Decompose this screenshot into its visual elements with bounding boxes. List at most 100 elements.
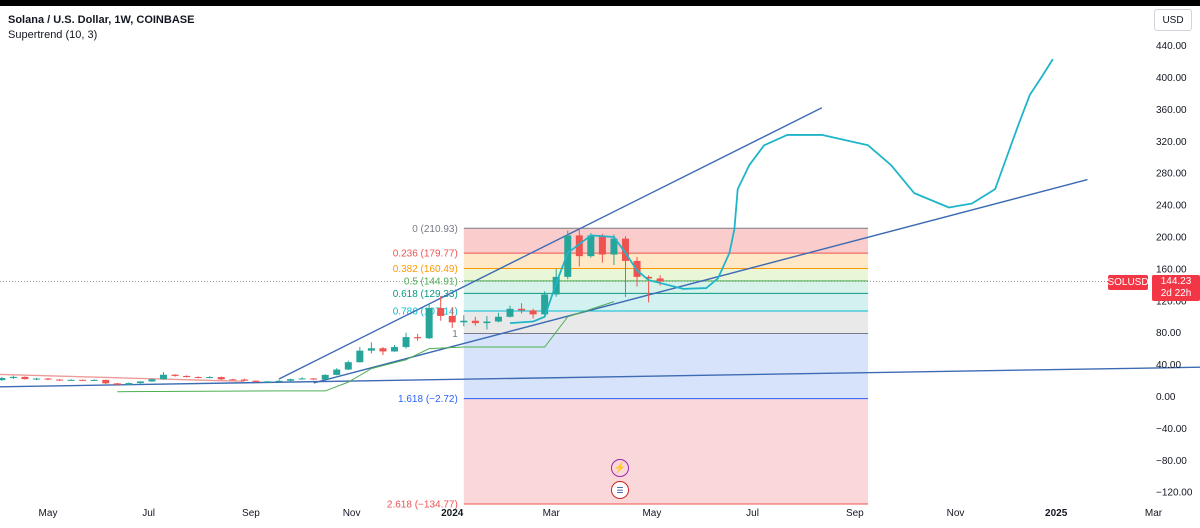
x-tick-label: Jul <box>746 508 759 519</box>
candle-2023-12-25 <box>437 296 445 321</box>
candle-body <box>564 235 572 277</box>
candle-body <box>240 379 248 381</box>
fib-label-0.382: 0.382 (160.49) <box>393 264 458 275</box>
candle-2023-07-17 <box>171 374 179 377</box>
y-tick-label: 280.00 <box>1156 169 1187 180</box>
candle-body <box>136 381 144 384</box>
candle-body <box>113 383 121 385</box>
candle-body <box>494 316 502 322</box>
candle-body <box>518 308 526 311</box>
trendline-4 <box>0 373 245 383</box>
candle-body <box>310 378 318 380</box>
candle-2023-10-16 <box>321 374 329 380</box>
y-tick-label: 400.00 <box>1156 73 1187 84</box>
candle-2024-02-19 <box>529 308 537 319</box>
candle-body <box>333 369 341 375</box>
top-bar <box>0 0 1200 6</box>
candle-body <box>575 235 583 257</box>
candle-body <box>622 238 629 261</box>
candle-body <box>275 380 283 382</box>
trendline-3 <box>0 366 1200 388</box>
candle-2023-08-21 <box>229 378 237 381</box>
candle-body <box>298 378 306 380</box>
x-tick-label: Mar <box>1145 508 1163 519</box>
y-tick-label: 320.00 <box>1156 137 1187 148</box>
candle-body <box>287 379 295 381</box>
candle-2023-11-06 <box>356 347 364 363</box>
y-tick-label: 40.00 <box>1156 360 1181 371</box>
chart-header: Solana / U.S. Dollar, 1W, COINBASE Super… <box>8 13 194 43</box>
y-tick-label: −80.00 <box>1156 456 1187 467</box>
candle-body <box>391 347 398 352</box>
last-price-symbol: SOLUSD <box>1107 275 1149 290</box>
candle-2023-12-04 <box>402 332 410 349</box>
x-tick-label: Mar <box>543 508 561 519</box>
y-tick-label: −120.00 <box>1156 488 1193 499</box>
candle-body <box>529 310 537 315</box>
candle-body <box>252 380 260 382</box>
candle-body <box>483 321 491 324</box>
supertrend-path <box>117 301 615 393</box>
us-flag-icon[interactable]: ☰ <box>611 481 629 499</box>
fib-label-1.618: 1.618 (−2.72) <box>398 394 458 405</box>
candle-body <box>379 348 387 352</box>
indicator-label[interactable]: Supertrend (10, 3) <box>8 29 98 41</box>
fib-zone-0.618 <box>463 280 869 294</box>
currency-button[interactable]: USD <box>1154 9 1192 31</box>
candle-2024-03-25 <box>587 233 595 258</box>
candle-2024-01-15 <box>471 316 479 326</box>
y-tick-label: −40.00 <box>1156 424 1187 435</box>
fib-label-0: 0 (210.93) <box>412 224 458 235</box>
candle-body <box>263 381 271 383</box>
candle-2024-04-15 <box>622 236 629 297</box>
x-tick-label: Nov <box>343 508 361 519</box>
candle-2023-11-20 <box>379 347 387 356</box>
time-axis: May Jul Sep Nov 2024 Mar May Jul Sep Nov 2025 Mar <box>39 508 1163 519</box>
fib-zone-0.5 <box>463 268 869 281</box>
candle-2023-05-29 <box>90 379 98 381</box>
candle-2023-04-10 <box>9 375 17 379</box>
candle-2024-01-22 <box>483 315 491 330</box>
candle-body <box>206 377 214 379</box>
candle-body <box>414 337 422 339</box>
candle-body <box>194 377 202 379</box>
candle-body <box>506 308 514 317</box>
y-tick-label: 80.00 <box>1156 328 1181 339</box>
candle-body <box>344 362 352 370</box>
candle-2023-08-07 <box>206 376 214 379</box>
candle-body <box>67 379 75 381</box>
price-axis: 440.00 400.00 360.00 320.00 280.00 240.00 200.… <box>1156 41 1193 499</box>
candle-2023-07-24 <box>183 375 191 378</box>
trendline-1 <box>278 107 823 380</box>
bar-countdown: 2d 22h <box>1160 288 1192 299</box>
trendline-2 <box>313 178 1088 384</box>
fib-zone-1.618 <box>463 333 869 399</box>
x-tick-label: Nov <box>947 508 965 519</box>
candle-2024-04-01 <box>598 233 606 263</box>
candle-body <box>9 376 17 378</box>
candle-body <box>425 307 433 339</box>
candle-body <box>56 379 64 381</box>
symbol-title[interactable]: Solana / U.S. Dollar, 1W, COINBASE <box>8 14 195 26</box>
trendlines <box>0 107 1200 388</box>
candle-body <box>437 307 445 316</box>
y-tick-label: 160.00 <box>1156 264 1187 275</box>
fib-zone-2.618 <box>463 398 869 504</box>
candle-2023-09-25 <box>287 378 295 382</box>
candle-2024-01-08 <box>460 315 468 327</box>
candle-2023-11-13 <box>367 342 375 354</box>
candle-body <box>229 379 237 381</box>
candle-2023-10-02 <box>298 377 306 380</box>
y-tick-label: 440.00 <box>1156 41 1187 52</box>
candle-2023-05-22 <box>79 379 87 381</box>
lightning-icon[interactable]: ⚡ <box>611 459 629 477</box>
candle-2023-04-24 <box>32 377 40 381</box>
candle-body <box>0 377 6 381</box>
candle-body <box>79 379 87 381</box>
x-tick-label: Sep <box>846 508 864 519</box>
candle-body <box>645 276 653 279</box>
x-tick-label: 2024 <box>441 508 464 519</box>
y-tick-label: 200.00 <box>1156 233 1187 244</box>
candle-2023-07-31 <box>194 376 202 379</box>
